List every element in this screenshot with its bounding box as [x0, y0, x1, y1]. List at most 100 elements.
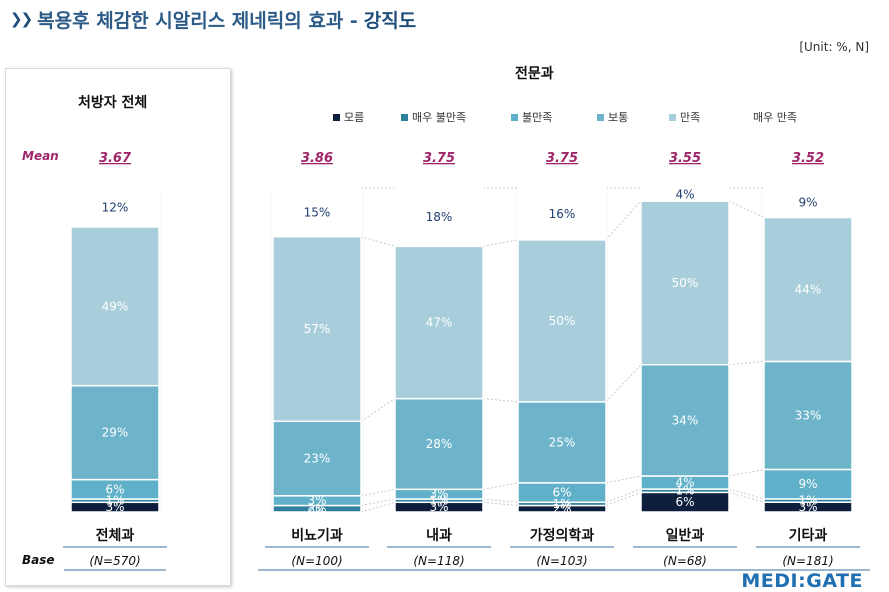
connector-line [605, 200, 642, 241]
connector-line [605, 364, 642, 403]
bar-segment [517, 239, 607, 403]
legend-item: 매우 만족 [742, 109, 797, 125]
data-label: 57% [304, 322, 331, 336]
connector-line [605, 491, 642, 506]
mean-value: 3.67 [99, 151, 132, 166]
mean-value: 3.55 [669, 151, 701, 166]
data-label: 2% [307, 502, 326, 516]
bar-segment [640, 187, 730, 202]
category-name: 기타과 [789, 528, 828, 544]
data-label: 4% [675, 476, 694, 490]
data-label: 1% [105, 494, 124, 508]
connector-line [360, 488, 396, 497]
data-label: 6% [675, 495, 694, 509]
data-label: 3% [105, 500, 124, 514]
legend-label: 보통 [608, 111, 629, 124]
data-label: 1% [429, 494, 448, 508]
data-label: 9% [798, 477, 817, 491]
unit-label: [Unit: %, N] [799, 40, 869, 54]
bar-segment [640, 200, 730, 366]
data-label: 16% [549, 207, 576, 221]
connector-line [360, 236, 396, 247]
overall-header: 처방자 전체 [78, 95, 148, 111]
data-label: 0% [307, 505, 326, 519]
data-label: 34% [672, 413, 699, 427]
bar-segment [272, 420, 362, 497]
data-label: 3% [307, 494, 326, 508]
bar-segment [272, 187, 362, 238]
chevron-right-icon: ❯❯ [10, 10, 33, 28]
connector-line [360, 398, 396, 422]
bar-segment [272, 235, 362, 423]
title-highlight: 강직도 [363, 9, 417, 32]
sample-size: (N=118) [413, 554, 464, 568]
legend-swatch [669, 113, 676, 121]
legend-label: 만족 [680, 111, 701, 124]
legend-swatch [742, 113, 749, 121]
legend-swatch [401, 113, 408, 121]
legend-item: 보통 [597, 109, 628, 125]
sample-size: (N=100) [291, 554, 342, 568]
legend-item: 매우 불만족 [401, 109, 466, 125]
connector-line [360, 498, 396, 507]
connector-line [605, 488, 642, 503]
bar-segment [763, 360, 853, 471]
data-label: 23% [304, 452, 331, 466]
data-label: 9% [798, 196, 817, 210]
connector-line [605, 475, 642, 484]
bar-segment [394, 245, 484, 400]
data-label: 3% [798, 500, 817, 514]
mean-value: 3.75 [546, 151, 578, 166]
data-label: 50% [549, 314, 576, 328]
sample-size: (N=570) [89, 554, 140, 568]
mean-value: 3.86 [301, 151, 333, 166]
bar-segment [517, 401, 607, 484]
data-label: 6% [105, 482, 124, 496]
connector-line [728, 200, 765, 218]
data-label: 12% [102, 200, 129, 214]
legend-item: 만족 [669, 109, 700, 125]
data-label: 1% [552, 497, 571, 511]
bar-segment [70, 384, 160, 481]
legend-label: 모름 [344, 111, 365, 124]
specialty-header: 전문과 [515, 66, 554, 82]
bar-segment [763, 216, 853, 363]
legend-label: 매우 만족 [753, 111, 797, 124]
sample-size: (N=68) [663, 554, 707, 568]
data-label: 29% [102, 426, 129, 440]
bar-segment [640, 363, 730, 477]
category-name: 일반과 [666, 527, 705, 544]
bar-segment [394, 397, 484, 491]
bar-segment [517, 187, 607, 241]
data-label: 33% [795, 408, 822, 422]
legend-label: 매우 불만족 [412, 111, 467, 124]
bar-segment [763, 187, 853, 219]
mean-label: Mean [22, 149, 59, 163]
data-label: 4% [675, 188, 694, 202]
title-main: 복용후 체감한 시알리스 제네릭의 효과 - [37, 9, 358, 32]
mean-value: 3.52 [792, 151, 824, 166]
category-name: 전체과 [96, 527, 135, 544]
medigate-logo: MEDI:GATE [741, 570, 863, 592]
connector-line [482, 482, 519, 490]
legend-label: 불만족 [522, 111, 553, 124]
legend-swatch [333, 113, 340, 121]
data-label: 1% [798, 494, 817, 508]
connector-line [728, 360, 765, 366]
data-label: 1% [675, 484, 694, 498]
category-name: 가정의학과 [530, 527, 595, 544]
connector-line [482, 501, 519, 507]
connector-line [482, 398, 519, 403]
page-title: ❯❯ 복용후 체감한 시알리스 제네릭의 효과 - 강직도 [10, 4, 416, 34]
bar-segment [394, 187, 484, 248]
data-label: 3% [429, 500, 448, 514]
connector-line [482, 498, 519, 503]
legend-swatch [597, 113, 604, 121]
data-label: 2% [552, 502, 571, 516]
category-name: 내과 [426, 528, 452, 544]
sample-size: (N=103) [536, 554, 587, 568]
data-label: 25% [549, 435, 576, 449]
legend-item: 모름 [333, 109, 364, 125]
data-label: 50% [672, 276, 699, 290]
